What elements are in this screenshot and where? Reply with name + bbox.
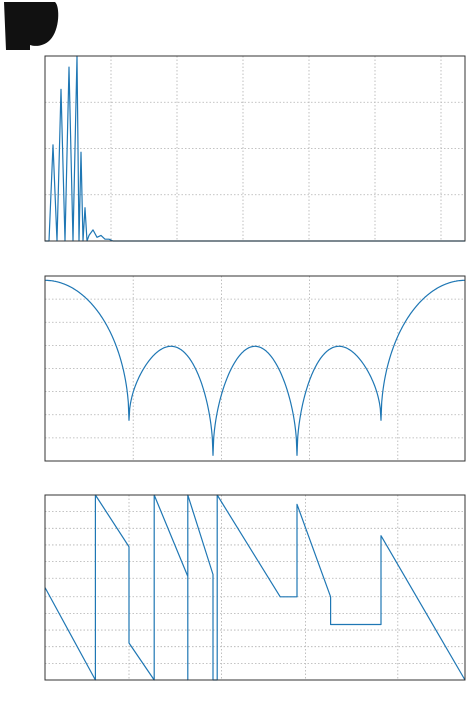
plot-frame	[44, 494, 466, 681]
chart-panel-2	[44, 275, 466, 462]
chart-panel-3	[44, 494, 466, 681]
plot-frame	[44, 275, 466, 462]
series-line	[44, 494, 466, 681]
dark-blob-icon	[4, 2, 59, 50]
plot-frame	[44, 55, 466, 242]
series-line	[45, 279, 465, 456]
logo	[4, 2, 59, 50]
chart-panel-1	[44, 55, 466, 242]
